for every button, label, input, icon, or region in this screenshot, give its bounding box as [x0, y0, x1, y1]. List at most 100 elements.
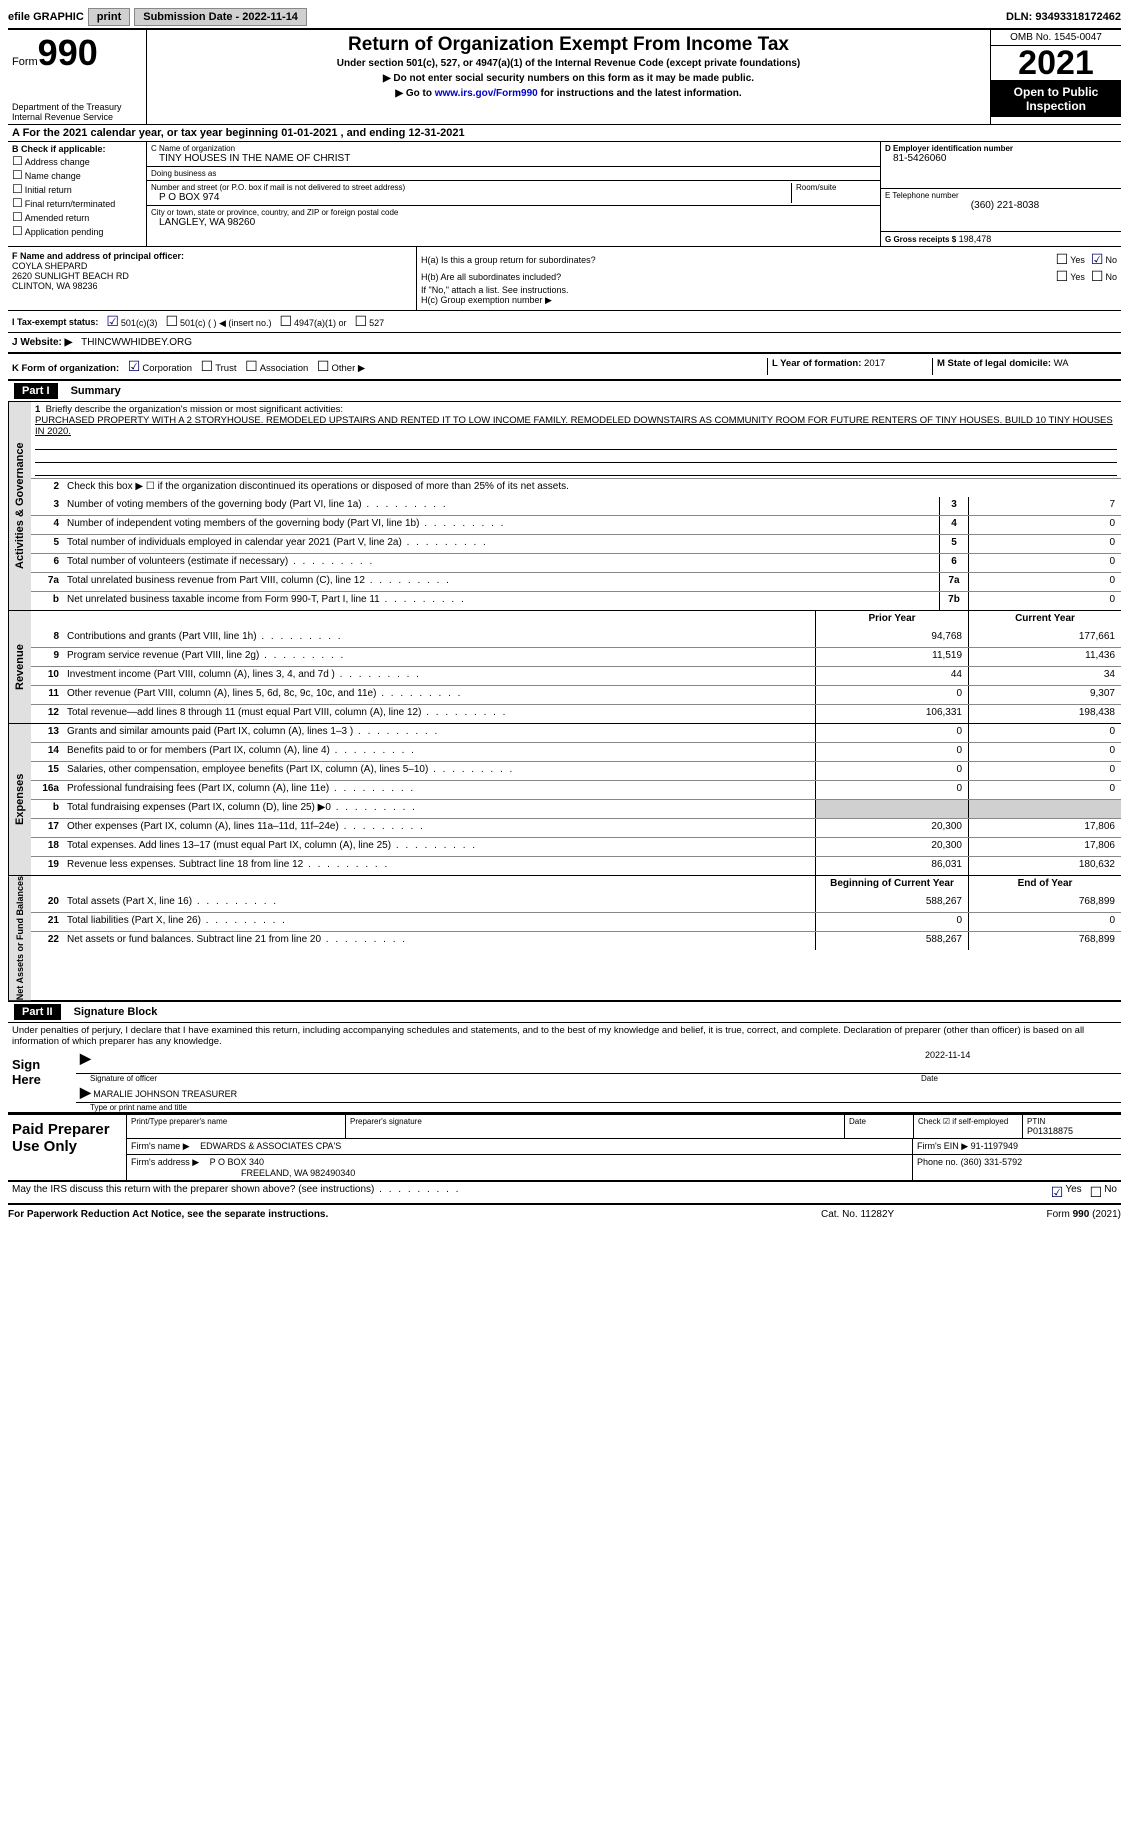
chk-trust[interactable]: [201, 363, 216, 374]
data-row: 8 Contributions and grants (Part VIII, l…: [31, 629, 1121, 647]
gov-row: 3 Number of voting members of the govern…: [31, 497, 1121, 515]
underline-2: [35, 450, 1117, 463]
firm-name: EDWARDS & ASSOCIATES CPA'S: [200, 1141, 341, 1151]
org-name: TINY HOUSES IN THE NAME OF CHRIST: [151, 153, 876, 164]
sign-here-block: Sign Here ▶ Signature of officer 2022-11…: [8, 1049, 1121, 1113]
chk-assoc[interactable]: [245, 363, 260, 374]
col-end-hdr: End of Year: [968, 876, 1121, 894]
efile-label: efile GRAPHIC: [8, 11, 84, 23]
sig-date-value: 2022-11-14: [921, 1049, 1121, 1074]
data-row: b Total fundraising expenses (Part IX, c…: [31, 799, 1121, 818]
data-row: 12 Total revenue—add lines 8 through 11 …: [31, 704, 1121, 723]
officer-addr2: CLINTON, WA 98236: [12, 281, 412, 291]
chk-ha-yes[interactable]: [1056, 251, 1071, 268]
chk-other[interactable]: [317, 363, 332, 374]
submission-date-button[interactable]: Submission Date - 2022-11-14: [134, 8, 307, 26]
part2-hdr: Part II: [14, 1004, 61, 1020]
part2-header-row: Part II Signature Block: [8, 1001, 1121, 1023]
chk-corp[interactable]: [128, 363, 143, 374]
part1-header-row: Part I Summary: [8, 381, 1121, 402]
data-row: 16a Professional fundraising fees (Part …: [31, 780, 1121, 799]
ein-value: 81-5426060: [885, 153, 1117, 164]
form-subtitle: Under section 501(c), 527, or 4947(a)(1)…: [151, 58, 986, 69]
state-domicile: WA: [1054, 358, 1069, 369]
col-prior-hdr: Prior Year: [815, 611, 968, 629]
data-row: 20 Total assets (Part X, line 16) 588,26…: [31, 894, 1121, 912]
printed-name-line: ▶ MARALIE JOHNSON TREASURER: [76, 1083, 1121, 1103]
cat-no: Cat. No. 11282Y: [821, 1209, 981, 1220]
efile-top-bar: efile GRAPHIC print Submission Date - 20…: [8, 8, 1121, 30]
data-row: 10 Investment income (Part VIII, column …: [31, 666, 1121, 685]
data-row: 19 Revenue less expenses. Subtract line …: [31, 856, 1121, 875]
underline-1: [35, 437, 1117, 450]
chk-address-change[interactable]: ☐Address change: [12, 154, 142, 168]
officer-name: COYLA SHEPARD: [12, 261, 412, 271]
chk-ha-no[interactable]: [1091, 251, 1106, 268]
section-net-assets: Net Assets or Fund Balances Beginning of…: [8, 876, 1121, 1001]
form990-link[interactable]: www.irs.gov/Form990: [435, 88, 538, 99]
gov-row: 6 Total number of volunteers (estimate i…: [31, 553, 1121, 572]
part1-hdr: Part I: [14, 383, 58, 399]
check-self-employed[interactable]: Check ☑ if self-employed: [918, 1117, 1018, 1126]
data-row: 14 Benefits paid to or for members (Part…: [31, 742, 1121, 761]
header-left: Form990 Department of the Treasury Inter…: [8, 30, 147, 124]
street-value: P O BOX 974: [151, 192, 791, 203]
paid-preparer-block: Paid Preparer Use Only Print/Type prepar…: [8, 1113, 1121, 1182]
note-goto: ▶ Go to www.irs.gov/Form990 for instruct…: [151, 88, 986, 99]
firm-city: FREELAND, WA 982490340: [241, 1168, 355, 1178]
f-officer: F Name and address of principal officer:…: [8, 247, 417, 310]
printed-name: MARALIE JOHNSON TREASURER: [93, 1089, 237, 1099]
pra-notice: For Paperwork Reduction Act Notice, see …: [8, 1209, 821, 1220]
vtab-governance: Activities & Governance: [8, 402, 31, 610]
note-no-ssn: ▶ Do not enter social security numbers o…: [151, 73, 986, 84]
gov-row: b Net unrelated business taxable income …: [31, 591, 1121, 610]
chk-initial-return[interactable]: ☐Initial return: [12, 182, 142, 196]
chk-501c3[interactable]: [106, 318, 121, 328]
sign-here-label: Sign Here: [8, 1049, 76, 1112]
chk-527[interactable]: [355, 318, 370, 328]
chk-501c[interactable]: [165, 318, 180, 328]
form-title: Return of Organization Exempt From Incom…: [151, 34, 986, 56]
print-button[interactable]: print: [88, 8, 130, 26]
j-website: J Website: ▶ THINCWWHIDBEY.ORG: [8, 333, 1121, 354]
dept-label: Department of the Treasury: [12, 102, 142, 112]
data-row: 13 Grants and similar amounts paid (Part…: [31, 724, 1121, 742]
chk-name-change[interactable]: ☐Name change: [12, 168, 142, 182]
gross-cell: G Gross receipts $ 198,478: [881, 232, 1121, 246]
discuss-row: May the IRS discuss this return with the…: [8, 1182, 1121, 1205]
website-value: THINCWWHIDBEY.ORG: [81, 337, 192, 348]
officer-addr1: 2620 SUNLIGHT BEACH RD: [12, 271, 412, 281]
gov-row: 5 Total number of individuals employed i…: [31, 534, 1121, 553]
firm-phone: (360) 331-5792: [961, 1157, 1023, 1167]
signature-line[interactable]: ▶: [76, 1049, 921, 1074]
data-row: 15 Salaries, other compensation, employe…: [31, 761, 1121, 780]
section-fh: F Name and address of principal officer:…: [8, 247, 1121, 311]
chk-discuss-no[interactable]: [1090, 1184, 1105, 1201]
ptin-value: P01318875: [1027, 1126, 1117, 1136]
col-current-hdr: Current Year: [968, 611, 1121, 629]
chk-hb-yes[interactable]: [1056, 268, 1071, 285]
footer: For Paperwork Reduction Act Notice, see …: [8, 1205, 1121, 1224]
data-row: 18 Total expenses. Add lines 13–17 (must…: [31, 837, 1121, 856]
col-d: D Employer identification number 81-5426…: [880, 142, 1121, 246]
chk-amended-return[interactable]: ☐Amended return: [12, 210, 142, 224]
chk-4947[interactable]: [279, 318, 294, 328]
chk-application-pending[interactable]: ☐Application pending: [12, 224, 142, 238]
data-row: 11 Other revenue (Part VIII, column (A),…: [31, 685, 1121, 704]
gov-row: 4 Number of independent voting members o…: [31, 515, 1121, 534]
part2-title: Signature Block: [74, 1006, 158, 1018]
org-name-cell: C Name of organization TINY HOUSES IN TH…: [147, 142, 880, 167]
year-formation: 2017: [864, 358, 885, 369]
dba-cell: Doing business as: [147, 167, 880, 181]
irs-label: Internal Revenue Service: [12, 112, 142, 122]
header-right: OMB No. 1545-0047 2021 Open to Public In…: [990, 30, 1121, 124]
chk-hb-no[interactable]: [1091, 268, 1106, 285]
street-row: Number and street (or P.O. box if mail i…: [147, 181, 880, 206]
firm-ein: 91-1197949: [971, 1141, 1018, 1151]
chk-final-return[interactable]: ☐Final return/terminated: [12, 196, 142, 210]
declaration-text: Under penalties of perjury, I declare th…: [8, 1023, 1121, 1049]
dln-label: DLN: 93493318172462: [1006, 11, 1121, 23]
h-group: H(a) Is this a group return for subordin…: [417, 247, 1121, 310]
mission-text: PURCHASED PROPERTY WITH A 2 STORYHOUSE. …: [35, 415, 1113, 437]
chk-discuss-yes[interactable]: [1051, 1184, 1066, 1201]
